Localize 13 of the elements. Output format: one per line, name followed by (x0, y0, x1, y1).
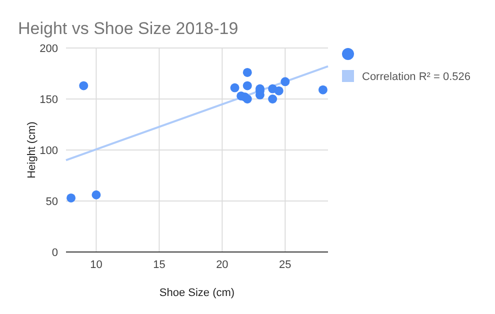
y-tick-label: 100 (40, 144, 58, 157)
x-tick-label: 25 (279, 259, 292, 271)
y-tick-label: 50 (46, 196, 58, 208)
x-tick-label: 20 (216, 259, 228, 271)
x-tick-label: 10 (90, 259, 102, 271)
y-tick-label: 150 (40, 94, 58, 106)
y-axis-title: Height (cm) (26, 122, 38, 178)
x-axis-title: Shoe Size (cm) (159, 287, 235, 299)
legend-label: Correlation R² = 0.526 (362, 70, 471, 83)
chart-title: Height vs Shoe Size 2018-19 (18, 19, 238, 38)
x-tick-label: 15 (153, 259, 166, 271)
y-tick-label: 0 (52, 246, 58, 259)
y-tick-label: 200 (40, 42, 58, 55)
